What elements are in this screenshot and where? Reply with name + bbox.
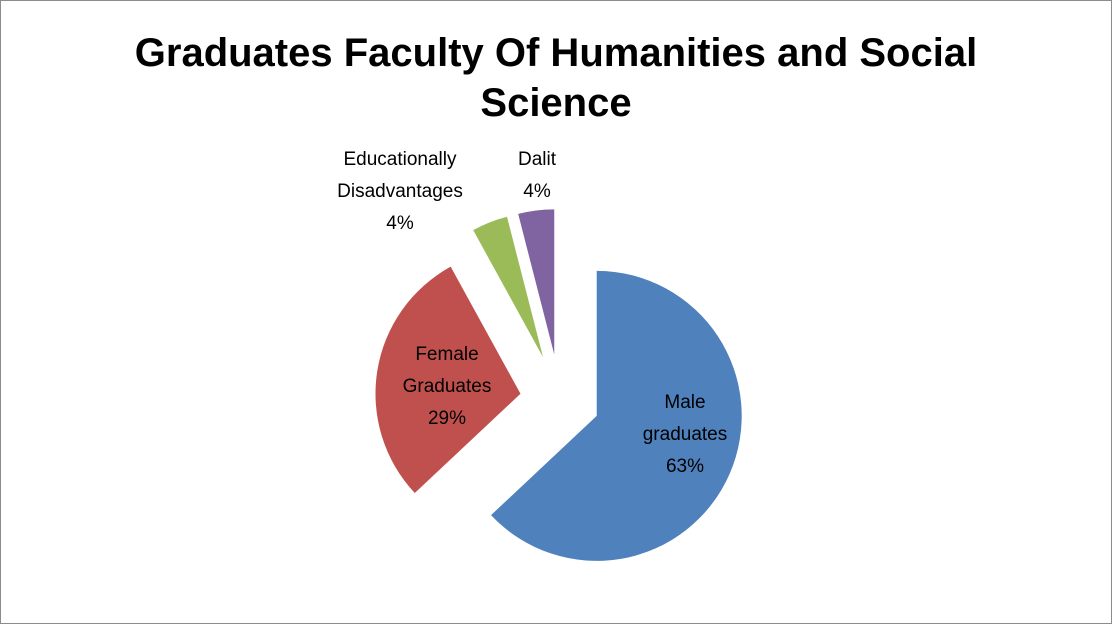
slice-value-label: 4%	[386, 213, 414, 234]
slice-value-label: 29%	[428, 408, 466, 429]
slice-label: Educationally Disadvantages	[337, 149, 463, 202]
slice-value-label: 63%	[666, 456, 704, 477]
chart-title: Graduates Faculty Of Humanities and Soci…	[134, 31, 978, 125]
slice-label: Male graduates	[643, 392, 728, 445]
pie-slice	[491, 270, 742, 561]
slice-label: Female Graduates	[403, 344, 492, 397]
slice-label: Dalit	[518, 149, 557, 170]
slice-value-label: 4%	[523, 181, 551, 202]
pie-slice	[473, 216, 544, 358]
pie-slice	[375, 266, 521, 494]
pie-slice	[518, 209, 555, 355]
